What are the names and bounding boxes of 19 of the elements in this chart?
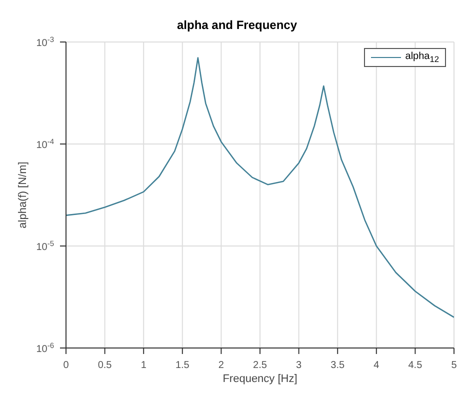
x-tick-label: 0 — [63, 360, 70, 371]
x-axis-title: Frequency [Hz] — [222, 373, 298, 385]
y-tick-label: 10$^{-3}$ — [36, 34, 54, 49]
x-tick-label: 5 — [451, 360, 458, 371]
x-tick-label: 3.5 — [330, 360, 345, 371]
x-tick-label: 3 — [296, 360, 302, 371]
legend-label: alpha$_{12}$ — [405, 51, 439, 64]
x-tick-label: 2.5 — [253, 360, 268, 371]
x-tick-label: 0.5 — [98, 360, 112, 371]
x-tick-label: 4.5 — [408, 360, 423, 371]
y-tick-label: 10$^{-4}$ — [36, 136, 54, 151]
x-tick-label: 4 — [374, 360, 380, 371]
x-tick-label: 1 — [140, 360, 147, 371]
y-tick-label: 10$^{-5}$ — [36, 238, 54, 253]
x-tick-label: 1.5 — [175, 360, 190, 371]
y-axis-title: alpha(f) [N/m] — [16, 162, 29, 228]
y-tick-label: 10$^{-6}$ — [36, 340, 54, 355]
chart-title: alpha and Frequency — [176, 18, 298, 32]
x-tick-label: 2 — [218, 360, 224, 371]
